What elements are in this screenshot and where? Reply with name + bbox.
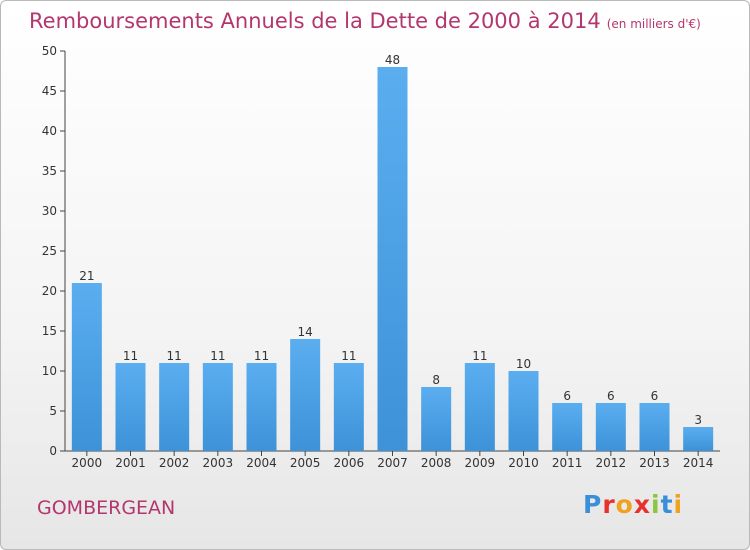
bar-value-label: 21 bbox=[79, 269, 94, 283]
bar-value-label: 10 bbox=[516, 357, 531, 371]
y-tick-label: 40 bbox=[42, 124, 57, 138]
y-tick-label: 35 bbox=[42, 164, 57, 178]
x-tick-label: 2006 bbox=[334, 456, 365, 470]
bar bbox=[377, 67, 408, 451]
bar-value-label: 3 bbox=[694, 413, 702, 427]
x-tick-label: 2008 bbox=[421, 456, 452, 470]
bar bbox=[115, 363, 146, 451]
bar bbox=[421, 387, 452, 451]
y-tick-label: 15 bbox=[42, 324, 57, 338]
chart-title: Remboursements Annuels de la Dette de 20… bbox=[29, 9, 701, 33]
logo-letter: t bbox=[660, 490, 674, 519]
bar bbox=[71, 283, 102, 451]
bar bbox=[552, 403, 583, 451]
bar-value-label: 6 bbox=[563, 389, 571, 403]
bar bbox=[508, 371, 539, 451]
bar-value-label: 48 bbox=[385, 53, 400, 67]
bar-value-label: 11 bbox=[210, 349, 225, 363]
y-tick-label: 5 bbox=[49, 404, 57, 418]
bar bbox=[639, 403, 670, 451]
bar-value-label: 6 bbox=[607, 389, 615, 403]
x-tick-label: 2010 bbox=[508, 456, 539, 470]
y-tick-label: 10 bbox=[42, 364, 57, 378]
bar-value-label: 11 bbox=[472, 349, 487, 363]
y-tick-label: 50 bbox=[42, 44, 57, 58]
bar-value-label: 11 bbox=[341, 349, 356, 363]
y-tick-label: 0 bbox=[49, 444, 57, 458]
bar-value-label: 11 bbox=[123, 349, 138, 363]
y-tick-label: 45 bbox=[42, 84, 57, 98]
x-tick-label: 2009 bbox=[465, 456, 496, 470]
chart-title-text: Remboursements Annuels de la Dette de 20… bbox=[29, 9, 601, 33]
logo-letter: o bbox=[615, 490, 634, 519]
commune-name: GOMBERGEAN bbox=[37, 497, 176, 519]
bar-value-label: 8 bbox=[432, 373, 440, 387]
bar bbox=[202, 363, 233, 451]
x-tick-label: 2014 bbox=[683, 456, 714, 470]
x-tick-label: 2012 bbox=[596, 456, 627, 470]
y-tick-label: 20 bbox=[42, 284, 57, 298]
x-tick-label: 2004 bbox=[246, 456, 277, 470]
bar-value-label: 11 bbox=[167, 349, 182, 363]
logo-letter: r bbox=[602, 490, 616, 519]
logo-letter: P bbox=[583, 490, 603, 519]
bar bbox=[333, 363, 364, 451]
logo-letter: i bbox=[673, 490, 684, 519]
y-tick-label: 30 bbox=[42, 204, 57, 218]
x-tick-label: 2001 bbox=[115, 456, 146, 470]
x-tick-label: 2011 bbox=[552, 456, 583, 470]
y-tick-label: 25 bbox=[42, 244, 57, 258]
x-tick-label: 2003 bbox=[203, 456, 234, 470]
x-tick-label: 2002 bbox=[159, 456, 190, 470]
logo-letter: i bbox=[651, 490, 661, 519]
bar bbox=[159, 363, 190, 451]
x-tick-label: 2013 bbox=[639, 456, 670, 470]
x-tick-label: 2007 bbox=[377, 456, 408, 470]
bar bbox=[464, 363, 495, 451]
logo-letter: x bbox=[633, 490, 651, 519]
bar bbox=[246, 363, 277, 451]
bar bbox=[290, 339, 321, 451]
bar bbox=[595, 403, 626, 451]
bar-value-label: 6 bbox=[651, 389, 659, 403]
proxiti-logo[interactable]: Proxiti bbox=[583, 490, 683, 519]
x-tick-label: 2000 bbox=[72, 456, 103, 470]
x-tick-label: 2005 bbox=[290, 456, 321, 470]
bar-value-label: 14 bbox=[298, 325, 313, 339]
chart-subtitle: (en milliers d'€) bbox=[606, 17, 701, 31]
bar bbox=[683, 427, 714, 451]
bar-value-label: 11 bbox=[254, 349, 269, 363]
